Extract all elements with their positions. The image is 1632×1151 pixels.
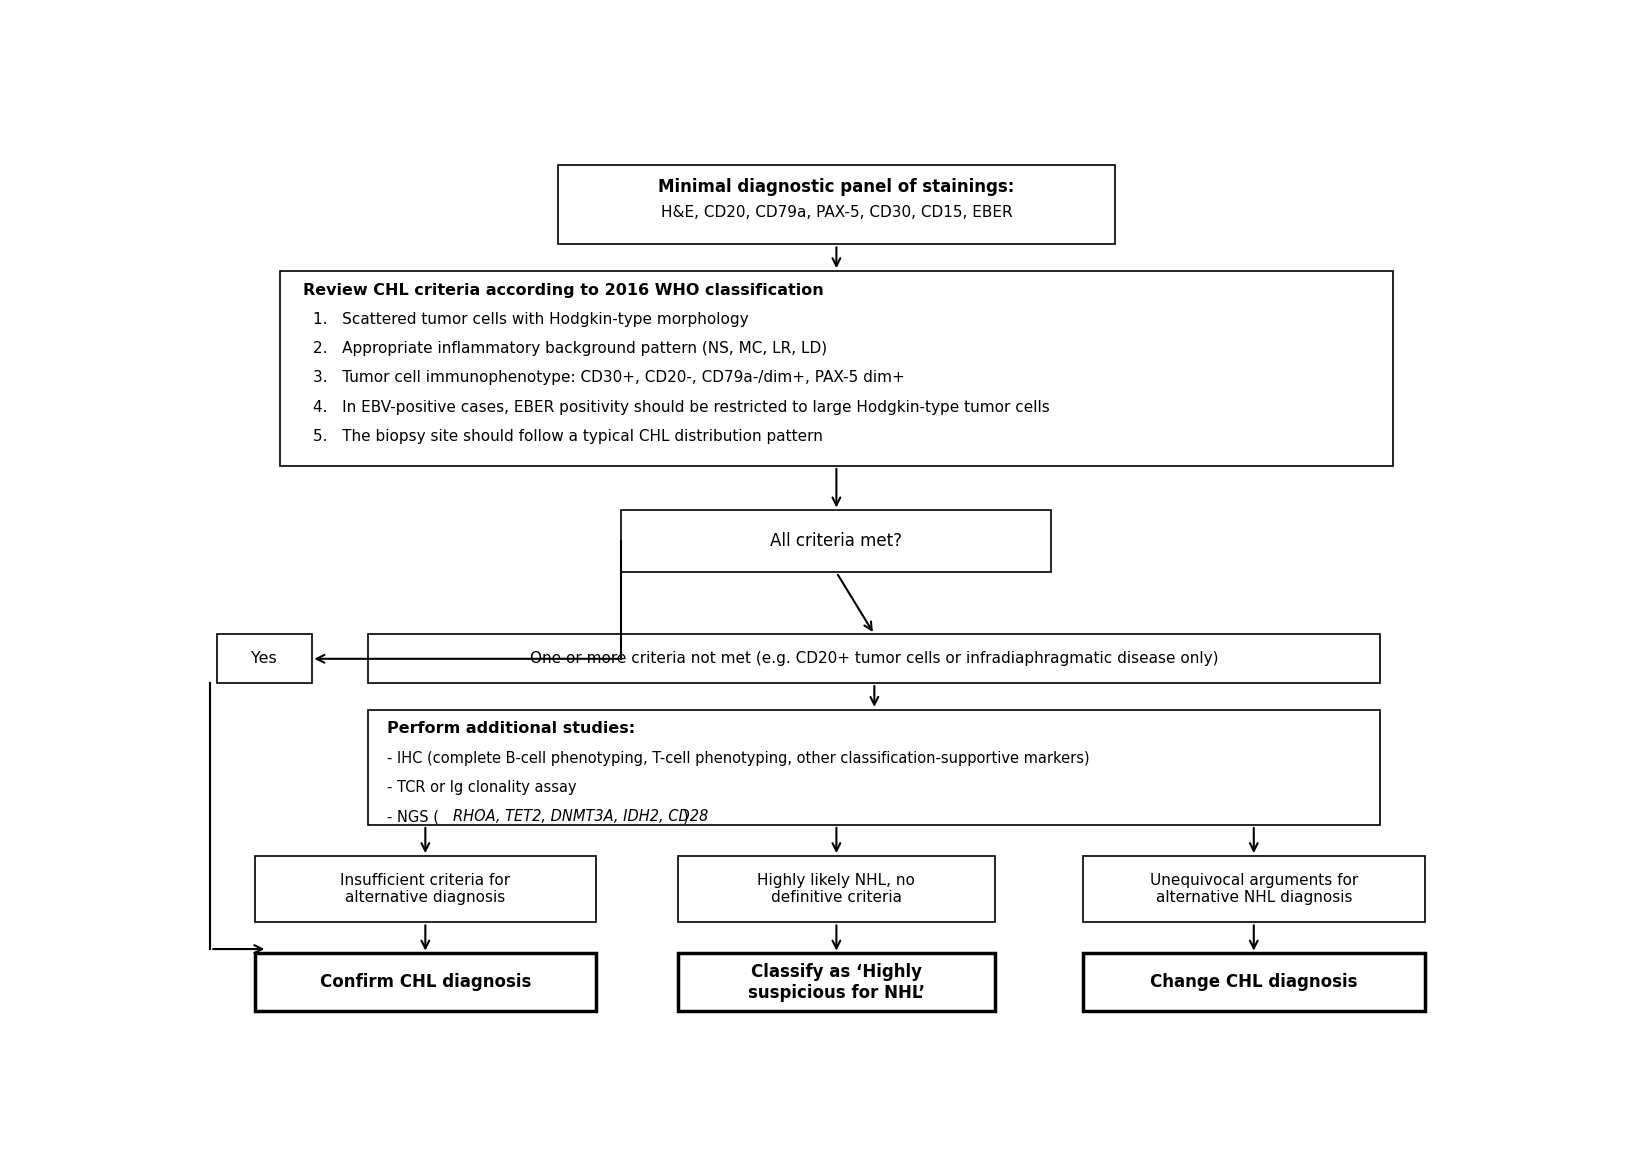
- Text: All criteria met?: All criteria met?: [770, 533, 902, 550]
- FancyBboxPatch shape: [281, 272, 1392, 466]
- Text: Confirm CHL diagnosis: Confirm CHL diagnosis: [320, 974, 530, 991]
- FancyBboxPatch shape: [255, 856, 596, 922]
- Text: - IHC (complete B-cell phenotyping, T-cell phenotyping, other classification-sup: - IHC (complete B-cell phenotyping, T-ce…: [387, 750, 1090, 765]
- Text: Change CHL diagnosis: Change CHL diagnosis: [1151, 974, 1358, 991]
- Text: Insufficient criteria for
alternative diagnosis: Insufficient criteria for alternative di…: [341, 874, 511, 906]
- Text: H&E, CD20, CD79a, PAX-5, CD30, CD15, EBER: H&E, CD20, CD79a, PAX-5, CD30, CD15, EBE…: [661, 205, 1012, 220]
- Text: ): ): [684, 809, 689, 824]
- Text: - TCR or Ig clonality assay: - TCR or Ig clonality assay: [387, 779, 578, 795]
- Text: 5.   The biopsy site should follow a typical CHL distribution pattern: 5. The biopsy site should follow a typic…: [313, 429, 823, 444]
- FancyBboxPatch shape: [255, 953, 596, 1011]
- FancyBboxPatch shape: [622, 510, 1051, 572]
- Text: 3.   Tumor cell immunophenotype: CD30+, CD20-, CD79a-/dim+, PAX-5 dim+: 3. Tumor cell immunophenotype: CD30+, CD…: [313, 371, 904, 386]
- Text: One or more criteria not met (e.g. CD20+ tumor cells or infradiaphragmatic disea: One or more criteria not met (e.g. CD20+…: [530, 651, 1219, 666]
- Text: Minimal diagnostic panel of stainings:: Minimal diagnostic panel of stainings:: [658, 178, 1015, 196]
- FancyBboxPatch shape: [1084, 953, 1425, 1011]
- Text: Perform additional studies:: Perform additional studies:: [387, 722, 635, 737]
- Text: Classify as ‘Highly
suspicious for NHL’: Classify as ‘Highly suspicious for NHL’: [747, 963, 925, 1001]
- Text: Review CHL criteria according to 2016 WHO classification: Review CHL criteria according to 2016 WH…: [302, 283, 824, 298]
- Text: Unequivocal arguments for
alternative NHL diagnosis: Unequivocal arguments for alternative NH…: [1149, 874, 1358, 906]
- FancyBboxPatch shape: [558, 165, 1115, 244]
- Text: 4.   In EBV-positive cases, EBER positivity should be restricted to large Hodgki: 4. In EBV-positive cases, EBER positivit…: [313, 399, 1049, 414]
- FancyBboxPatch shape: [369, 710, 1381, 825]
- FancyBboxPatch shape: [1084, 856, 1425, 922]
- Text: Yes: Yes: [251, 651, 277, 666]
- FancyBboxPatch shape: [679, 856, 994, 922]
- Text: 1.   Scattered tumor cells with Hodgkin-type morphology: 1. Scattered tumor cells with Hodgkin-ty…: [313, 312, 749, 327]
- Text: Highly likely NHL, no
definitive criteria: Highly likely NHL, no definitive criteri…: [757, 874, 916, 906]
- Text: - NGS (: - NGS (: [387, 809, 439, 824]
- FancyBboxPatch shape: [369, 634, 1381, 684]
- FancyBboxPatch shape: [679, 953, 994, 1011]
- Text: 2.   Appropriate inflammatory background pattern (NS, MC, LR, LD): 2. Appropriate inflammatory background p…: [313, 341, 827, 356]
- FancyBboxPatch shape: [217, 634, 312, 684]
- Text: RHOA, TET2, DNMT3A, IDH2, CD28: RHOA, TET2, DNMT3A, IDH2, CD28: [454, 809, 708, 824]
